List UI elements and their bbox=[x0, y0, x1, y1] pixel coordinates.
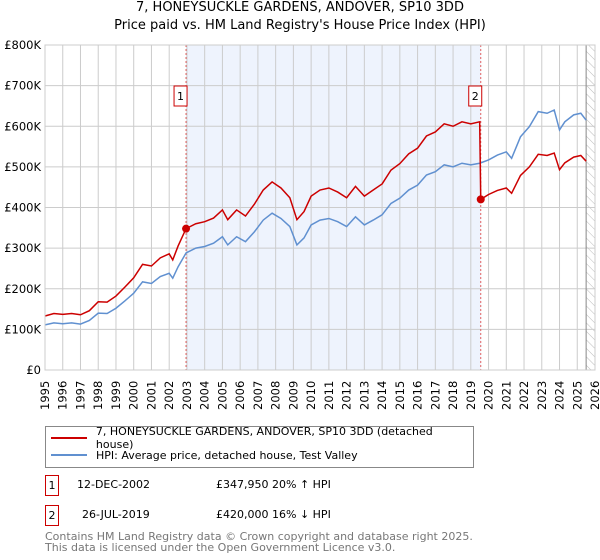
transaction-price: £347,950 bbox=[216, 478, 269, 491]
x-tick-label: 2004 bbox=[198, 381, 212, 410]
x-tick-label: 2000 bbox=[127, 381, 141, 410]
transaction-hpi: 16% ↓ HPI bbox=[272, 508, 331, 521]
transaction-number: 1 bbox=[45, 475, 59, 496]
x-tick-label: 2001 bbox=[144, 381, 158, 410]
x-tick-label: 2021 bbox=[499, 381, 513, 410]
y-tick-label: £700K bbox=[4, 79, 41, 93]
y-tick-label: £100K bbox=[4, 322, 41, 336]
sale-label-box bbox=[173, 85, 188, 107]
y-tick-label: £300K bbox=[4, 241, 41, 255]
x-tick-label: 1996 bbox=[56, 381, 70, 410]
x-tick-label: 2013 bbox=[357, 381, 371, 410]
series-line bbox=[44, 120, 587, 317]
x-tick-label: 1999 bbox=[109, 381, 123, 410]
transaction-price: £420,000 bbox=[216, 508, 269, 521]
x-tick-label: 1995 bbox=[38, 381, 52, 410]
legend-property-label: 7, HONEYSUCKLE GARDENS, ANDOVER, SP10 3D… bbox=[95, 425, 433, 451]
y-tick-label: £200K bbox=[4, 282, 41, 296]
x-tick-label: 2025 bbox=[570, 381, 584, 410]
sale-point bbox=[476, 195, 485, 204]
x-tick-label: 2006 bbox=[233, 381, 247, 410]
x-tick-label: 1997 bbox=[73, 381, 87, 410]
x-tick-label: 2010 bbox=[304, 381, 318, 410]
legend-hpi-label: HPI: Average price, detached house, Test… bbox=[96, 448, 358, 462]
transaction-number: 2 bbox=[45, 505, 59, 526]
chart-subtitle: Price paid vs. HM Land Registry's House … bbox=[114, 18, 486, 33]
x-tick-label: 2011 bbox=[322, 381, 336, 410]
sale-label: 2 bbox=[472, 90, 479, 103]
y-tick-label: £400K bbox=[4, 201, 41, 215]
x-tick-label: 2002 bbox=[162, 381, 176, 410]
x-tick-label: 2020 bbox=[482, 381, 496, 410]
x-tick-label: 2015 bbox=[393, 381, 407, 410]
hpi-legend-swatch bbox=[51, 454, 87, 456]
x-tick-label: 2023 bbox=[535, 381, 549, 410]
x-tick-label: 2016 bbox=[411, 381, 425, 410]
x-tick-label: 2014 bbox=[375, 381, 389, 410]
transaction-date: 12-DEC-2002 bbox=[77, 478, 151, 491]
x-tick-label: 2008 bbox=[269, 381, 283, 410]
x-tick-label: 2003 bbox=[180, 381, 194, 410]
y-tick-label: £800K bbox=[4, 38, 41, 52]
plot-border bbox=[44, 44, 596, 371]
series-line bbox=[44, 108, 587, 326]
transaction-hpi: 20% ↑ HPI bbox=[272, 478, 331, 491]
x-tick-label: 2026 bbox=[588, 381, 600, 410]
y-tick-label: £500K bbox=[4, 160, 41, 174]
sale-label-box bbox=[468, 85, 483, 107]
x-tick-label: 2018 bbox=[446, 381, 460, 410]
x-tick-label: 1998 bbox=[91, 381, 105, 410]
x-tick-label: 2005 bbox=[215, 381, 229, 410]
sale-label: 1 bbox=[177, 90, 184, 103]
y-tick-label: £600K bbox=[4, 119, 41, 133]
legend: 7, HONEYSUCKLE GARDENS, ANDOVER, SP10 3D… bbox=[45, 425, 474, 468]
x-tick-label: 2009 bbox=[286, 381, 300, 410]
x-tick-label: 2017 bbox=[428, 381, 442, 410]
footer-copyright: Contains HM Land Registry data © Crown c… bbox=[45, 530, 473, 543]
x-tick-label: 2022 bbox=[517, 381, 531, 410]
x-tick-label: 2012 bbox=[340, 381, 354, 410]
property-legend-swatch bbox=[51, 437, 87, 439]
x-tick-label: 2019 bbox=[464, 381, 478, 410]
price-chart: £0 £100K £200K £300K £400K £500K £600K £700K £80… bbox=[4, 38, 600, 410]
sale-point bbox=[182, 224, 191, 233]
footer-licence: This data is licensed under the Open Gov… bbox=[45, 541, 396, 554]
chart-title: 7, HONEYSUCKLE GARDENS, ANDOVER, SP10 3D… bbox=[136, 0, 464, 15]
transaction-date: 26-JUL-2019 bbox=[82, 508, 150, 521]
y-tick-label: £0 bbox=[26, 363, 41, 377]
x-tick-label: 2007 bbox=[251, 381, 265, 410]
x-tick-label: 2024 bbox=[553, 381, 567, 410]
